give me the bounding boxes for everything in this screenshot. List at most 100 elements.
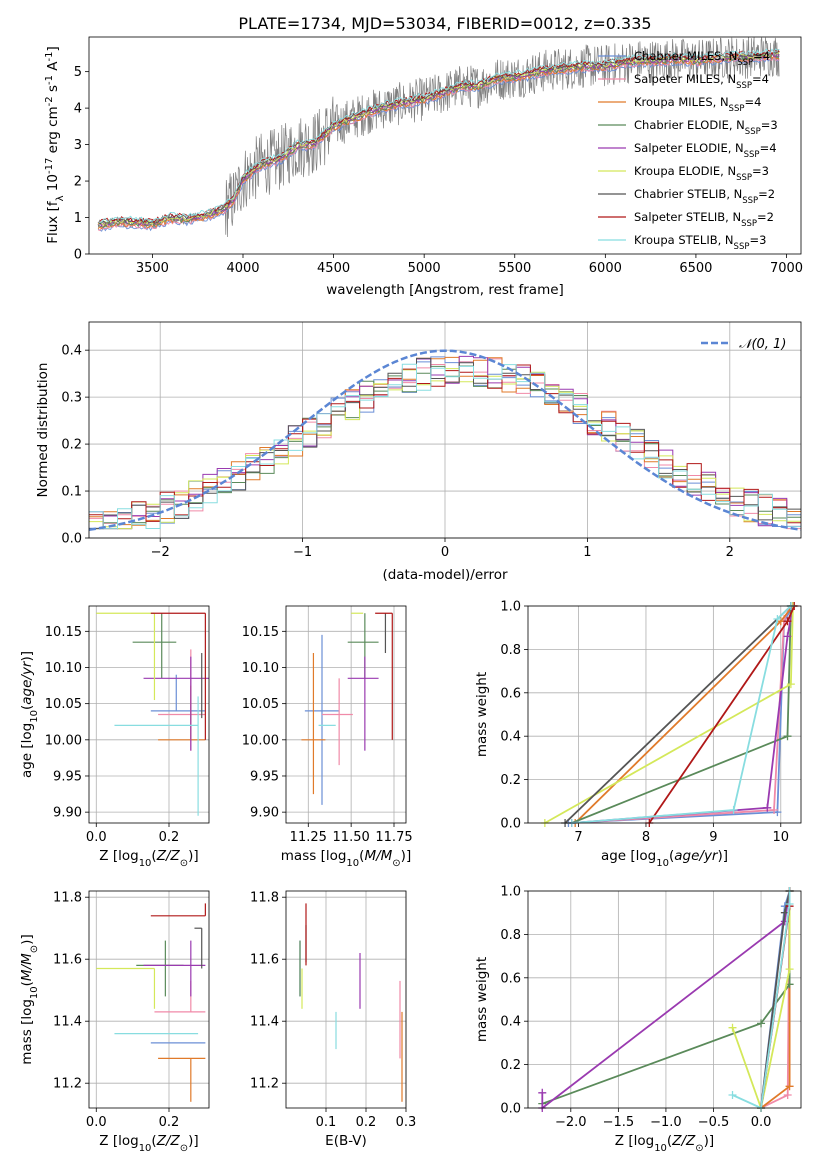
y-tick-label: 11.4	[250, 1015, 279, 1030]
x-axis-label: Z [log10(Z/Z⊙)]	[99, 1133, 198, 1154]
y-tick-label: 10.05	[45, 697, 82, 712]
x-axis-label: E(B-V)	[325, 1133, 367, 1149]
x-tick-label: 0.0	[86, 1115, 107, 1130]
y-tick-label: 9.95	[53, 769, 82, 784]
y-tick-label: 10.10	[45, 661, 82, 676]
x-tick-label: 0.2	[159, 830, 180, 845]
plus-marker	[783, 632, 792, 641]
x-tick-label: 0.0	[751, 1115, 772, 1130]
x-tick-label: 11.75	[375, 830, 412, 845]
y-tick-label: 2	[74, 175, 82, 190]
y-tick-label: 11.2	[53, 1077, 82, 1092]
gaussian-legend-label: 𝒩(0, 1)	[739, 337, 786, 352]
y-tick-label: 0.6	[500, 971, 521, 986]
legend-label: Chabrier STELIB, NSSP=2	[634, 187, 775, 206]
legend-label: Salpeter STELIB, NSSP=2	[634, 210, 774, 229]
x-tick-label: 7	[574, 830, 582, 845]
mass-vs-metallicity-panel: 0.0 0.2 11.2 11.4 11.6 11.8 Z [log10(Z/Z⊙)] mas…	[19, 890, 210, 1154]
plus-marker	[770, 805, 779, 814]
x-tick-label: −2	[151, 545, 170, 560]
x-tick-label: 6000	[589, 261, 622, 276]
y-tick-label: 4	[74, 102, 82, 117]
y-tick-label: 1	[74, 211, 82, 226]
axes-frame	[285, 890, 407, 1109]
y-tick-label: 0.2	[500, 1058, 521, 1073]
observed-spectrum-line	[97, 36, 780, 238]
y-tick-label: 9.90	[250, 806, 279, 821]
y-tick-label: 3	[74, 138, 82, 153]
plus-marker	[786, 680, 795, 689]
mass-weight-line	[731, 891, 791, 1112]
plus-marker	[757, 1019, 766, 1028]
gaussian-curve	[88, 349, 802, 532]
y-tick-label: 11.8	[53, 891, 82, 906]
y-tick-label: 0.0	[61, 532, 82, 547]
y-tick-label: 9.95	[250, 769, 279, 784]
x-tick-label: −1.5	[603, 1115, 635, 1130]
plus-marker	[729, 805, 738, 814]
y-axis-label: mass weight	[474, 957, 490, 1042]
residual-histogram	[89, 356, 801, 526]
y-tick-label: 11.6	[53, 953, 82, 968]
residual-histogram	[89, 363, 801, 530]
x-tick-label: −1.0	[650, 1115, 682, 1130]
spectrum-frame	[88, 36, 802, 255]
y-tick-label: 10.05	[242, 697, 279, 712]
x-tick-label: 0.2	[356, 1115, 377, 1130]
plus-marker	[783, 1090, 792, 1099]
x-tick-label: 4000	[226, 261, 259, 276]
y-axis-label: age [log10(age/yr)]	[19, 651, 40, 778]
y-tick-label: 0.0	[500, 817, 521, 832]
x-tick-label: 5000	[408, 261, 441, 276]
plus-marker	[773, 615, 782, 624]
y-tick-label: 0.0	[500, 1102, 521, 1117]
y-tick-label: 0.8	[500, 643, 521, 658]
x-axis-label: mass [log10(M/M⊙)]	[281, 848, 411, 869]
x-tick-label: 5500	[498, 261, 531, 276]
residuals-xlabel: (data-model)/error	[382, 567, 508, 583]
x-tick-label: 1	[583, 545, 591, 560]
y-tick-label: 0.4	[500, 1015, 521, 1030]
residuals-legend: 𝒩(0, 1)	[701, 337, 786, 352]
x-tick-label: −1	[293, 545, 312, 560]
y-tick-label: 0.3	[61, 391, 82, 406]
y-tick-label: 0.2	[500, 773, 521, 788]
x-tick-label: 7000	[770, 261, 803, 276]
legend-label: Kroupa ELODIE, NSSP=3	[634, 164, 769, 183]
y-tick-label: 11.4	[53, 1015, 82, 1030]
legend-label: Chabrier MILES, NSSP=4	[634, 49, 770, 68]
residual-histogram	[89, 364, 801, 530]
plus-marker	[728, 1023, 737, 1032]
x-axis-label: age [log10(age/yr)]	[601, 848, 728, 869]
y-axis-label: mass weight	[474, 672, 490, 757]
spectrum-legend: Chabrier MILES, NSSP=4 Salpeter MILES, NS…	[598, 49, 778, 252]
y-tick-label: 10.10	[242, 661, 279, 676]
figure-title: PLATE=1734, MJD=53034, FIBERID=0012, z=0…	[238, 14, 651, 33]
mass-weight-line	[568, 605, 794, 824]
x-axis-label: Z [log10(Z/Z⊙)]	[99, 848, 198, 869]
x-tick-label: 6500	[679, 261, 712, 276]
mass-weight-vs-age-panel: 7 8 9 10 0.0 0.2 0.4 0.6 0.8 1.0 age [log10(age/yr…	[474, 600, 802, 869]
legend-label: Kroupa MILES, NSSP=4	[634, 95, 761, 114]
axes-frame	[527, 605, 802, 824]
y-tick-label: 0.6	[500, 686, 521, 701]
y-tick-label: 11.6	[250, 953, 279, 968]
x-tick-label: 10	[773, 830, 790, 845]
y-tick-label: 0.8	[500, 928, 521, 943]
legend-label: Salpeter MILES, NSSP=4	[634, 72, 769, 91]
x-tick-label: 0.1	[316, 1115, 337, 1130]
y-tick-label: 11.8	[250, 891, 279, 906]
x-tick-label: 4500	[317, 261, 350, 276]
y-tick-label: 0.4	[500, 730, 521, 745]
y-tick-label: 1.0	[500, 885, 521, 900]
x-tick-label: 11.25	[290, 830, 327, 845]
spectrum-panel: 3500 4000 4500 5000 5500 6000 6500 7000 0 1 2 3 4 5 w…	[44, 36, 803, 298]
x-tick-label: −0.5	[698, 1115, 730, 1130]
x-tick-label: 8	[642, 830, 650, 845]
y-tick-label: 0.2	[61, 438, 82, 453]
mass-vs-extinction-panel: 0.1 0.2 0.3 11.2 11.4 11.6 11.8 E(B-V)	[250, 890, 416, 1149]
y-tick-label: 1.0	[500, 600, 521, 615]
x-tick-label: 0.2	[159, 1115, 180, 1130]
legend-label: Chabrier ELODIE, NSSP=3	[634, 118, 778, 137]
axes-frame	[285, 605, 407, 824]
